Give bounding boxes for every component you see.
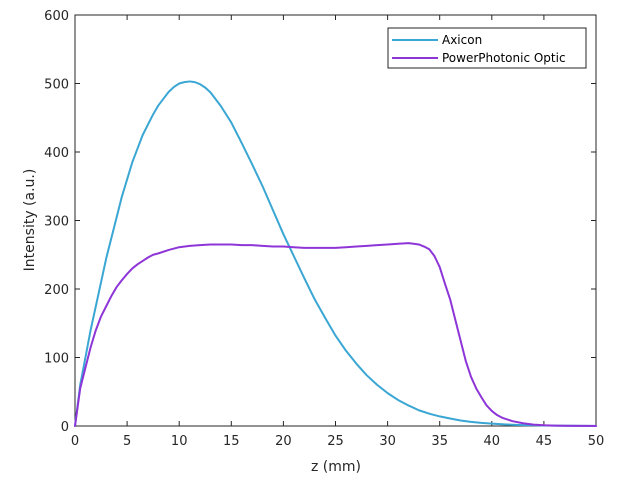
y-tick-label: 500 (44, 78, 69, 93)
x-tick-label: 45 (536, 434, 553, 449)
x-tick-label: 25 (327, 434, 344, 449)
y-tick-label: 300 (44, 215, 69, 230)
x-tick-label: 40 (484, 434, 501, 449)
series-line-powerphotonic-optic (74, 242, 597, 427)
y-tick-label: 400 (44, 146, 69, 161)
axis-ticks (74, 14, 597, 427)
x-tick-label: 10 (171, 434, 188, 449)
y-tick-label: 200 (44, 283, 69, 298)
x-tick-label: 30 (379, 434, 396, 449)
series-lines (74, 80, 597, 427)
legend-label-axicon: Axicon (442, 33, 482, 47)
x-tick-label: 20 (275, 434, 292, 449)
x-tick-label: 5 (123, 434, 131, 449)
y-tick-label: 600 (44, 9, 69, 24)
legend-label-powerphotonic-optic: PowerPhotonic Optic (442, 51, 566, 65)
legend-box (387, 27, 587, 69)
y-tick-label: 100 (44, 352, 69, 367)
x-tick-labels: 0 5 10 15 20 25 30 35 40 45 50 (71, 434, 604, 449)
x-tick-label: 15 (223, 434, 240, 449)
y-tick-label: 0 (61, 420, 69, 435)
x-tick-label: 50 (588, 434, 605, 449)
plot-area (74, 14, 597, 427)
series-line-axicon (74, 80, 597, 427)
y-tick-labels: 0 100 200 300 400 500 600 (44, 9, 69, 435)
x-tick-label: 0 (71, 434, 79, 449)
y-axis-label: Intensity (a.u.) (22, 169, 38, 272)
x-axis-label: z (mm) (311, 459, 361, 475)
x-tick-label: 35 (431, 434, 448, 449)
legend: Axicon PowerPhotonic Optic (387, 27, 587, 69)
